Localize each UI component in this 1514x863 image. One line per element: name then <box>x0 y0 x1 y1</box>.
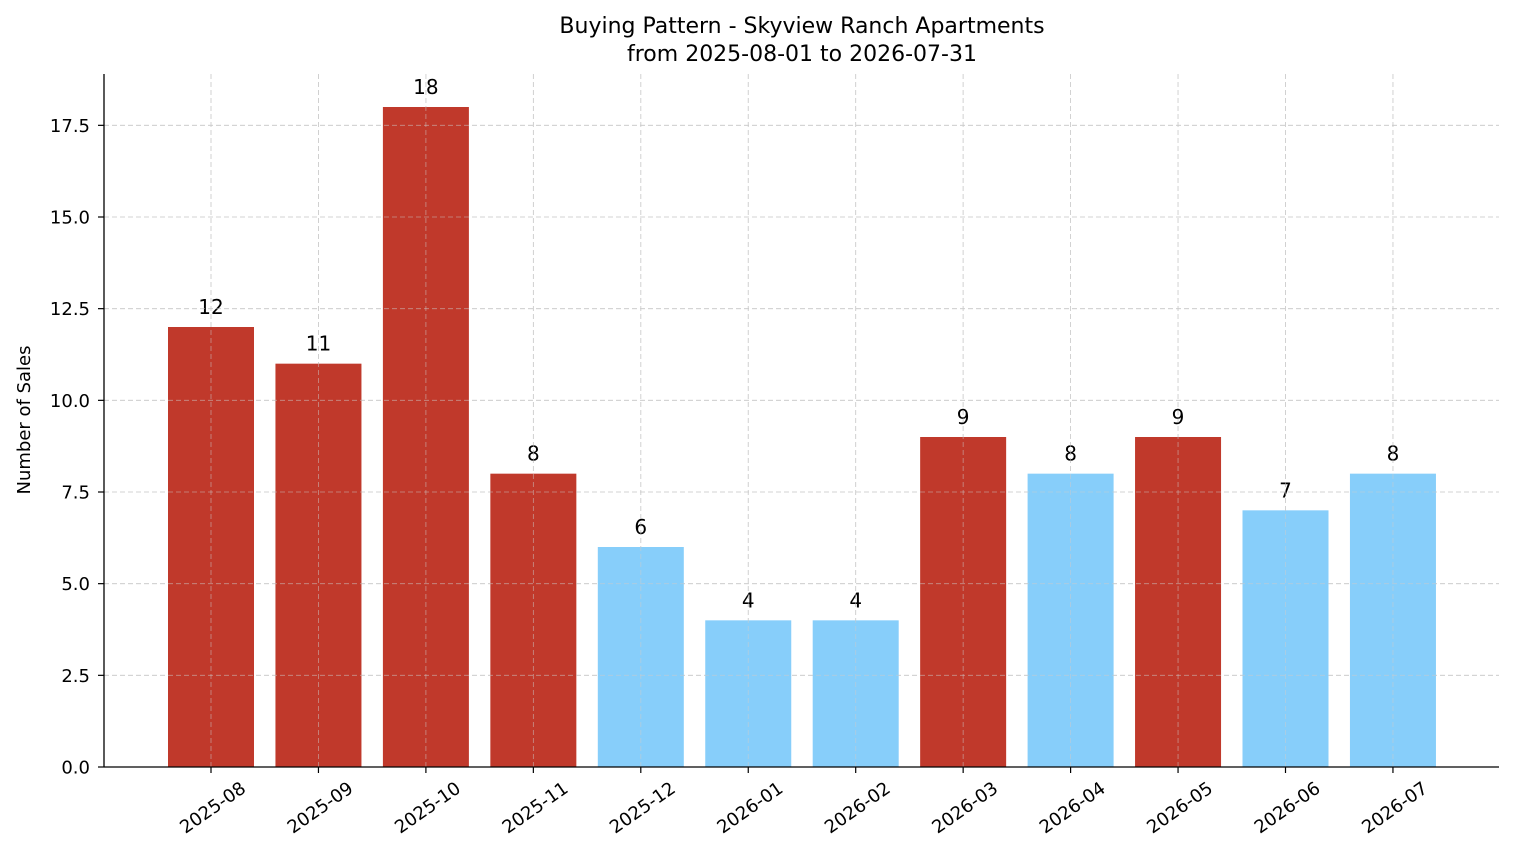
chart-title: Buying Pattern - Skyview Ranch Apartment… <box>559 14 1044 39</box>
y-tick-label: 5.0 <box>61 574 90 595</box>
y-tick-label: 17.5 <box>50 116 90 137</box>
y-tick-label: 0.0 <box>61 758 90 779</box>
x-tick-label: 2026-01 <box>713 778 787 838</box>
x-tick-label: 2026-04 <box>1036 778 1110 838</box>
y-tick-label: 2.5 <box>61 666 90 687</box>
x-tick-label: 2026-02 <box>821 778 895 838</box>
y-tick-label: 7.5 <box>61 483 90 504</box>
data-label: 9 <box>957 405 970 429</box>
x-tick-label: 2026-06 <box>1251 778 1325 838</box>
y-tick-label: 12.5 <box>50 299 90 320</box>
y-tick-label: 10.0 <box>50 391 90 412</box>
y-axis-label: Number of Sales <box>14 345 35 494</box>
x-tick-label: 2025-12 <box>606 778 680 838</box>
x-tick-label: 2026-05 <box>1143 778 1217 838</box>
x-tick-label: 2025-10 <box>391 778 465 838</box>
data-label: 4 <box>849 588 862 612</box>
x-tick-label: 2026-07 <box>1358 778 1432 838</box>
x-tick-label: 2026-03 <box>928 778 1002 838</box>
chart-subtitle: from 2025-08-01 to 2026-07-31 <box>627 42 977 67</box>
x-tick-label: 2025-09 <box>284 778 358 838</box>
data-label: 9 <box>1172 405 1185 429</box>
data-label: 11 <box>306 332 331 356</box>
data-label: 4 <box>742 588 755 612</box>
x-tick-label: 2025-08 <box>176 778 250 838</box>
x-tick-label: 2025-11 <box>499 778 573 838</box>
y-tick-label: 15.0 <box>50 208 90 229</box>
